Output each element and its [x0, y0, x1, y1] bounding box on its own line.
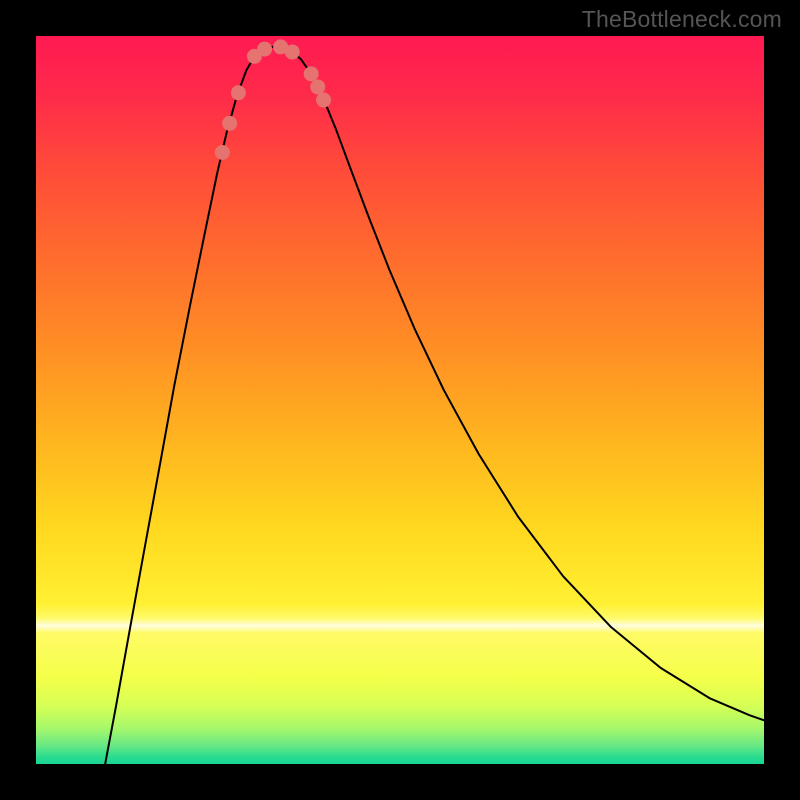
curve-marker	[311, 80, 325, 94]
curve-marker	[223, 116, 237, 130]
curve-marker	[215, 145, 229, 159]
chart-svg	[36, 36, 764, 764]
curve-marker	[317, 93, 331, 107]
chart-container: TheBottleneck.com	[0, 0, 800, 800]
plot-area	[36, 36, 764, 764]
curve-marker	[231, 86, 245, 100]
gradient-background	[36, 36, 764, 764]
curve-marker	[285, 45, 299, 59]
curve-marker	[258, 42, 272, 56]
watermark-text: TheBottleneck.com	[582, 6, 782, 33]
curve-marker	[304, 67, 318, 81]
